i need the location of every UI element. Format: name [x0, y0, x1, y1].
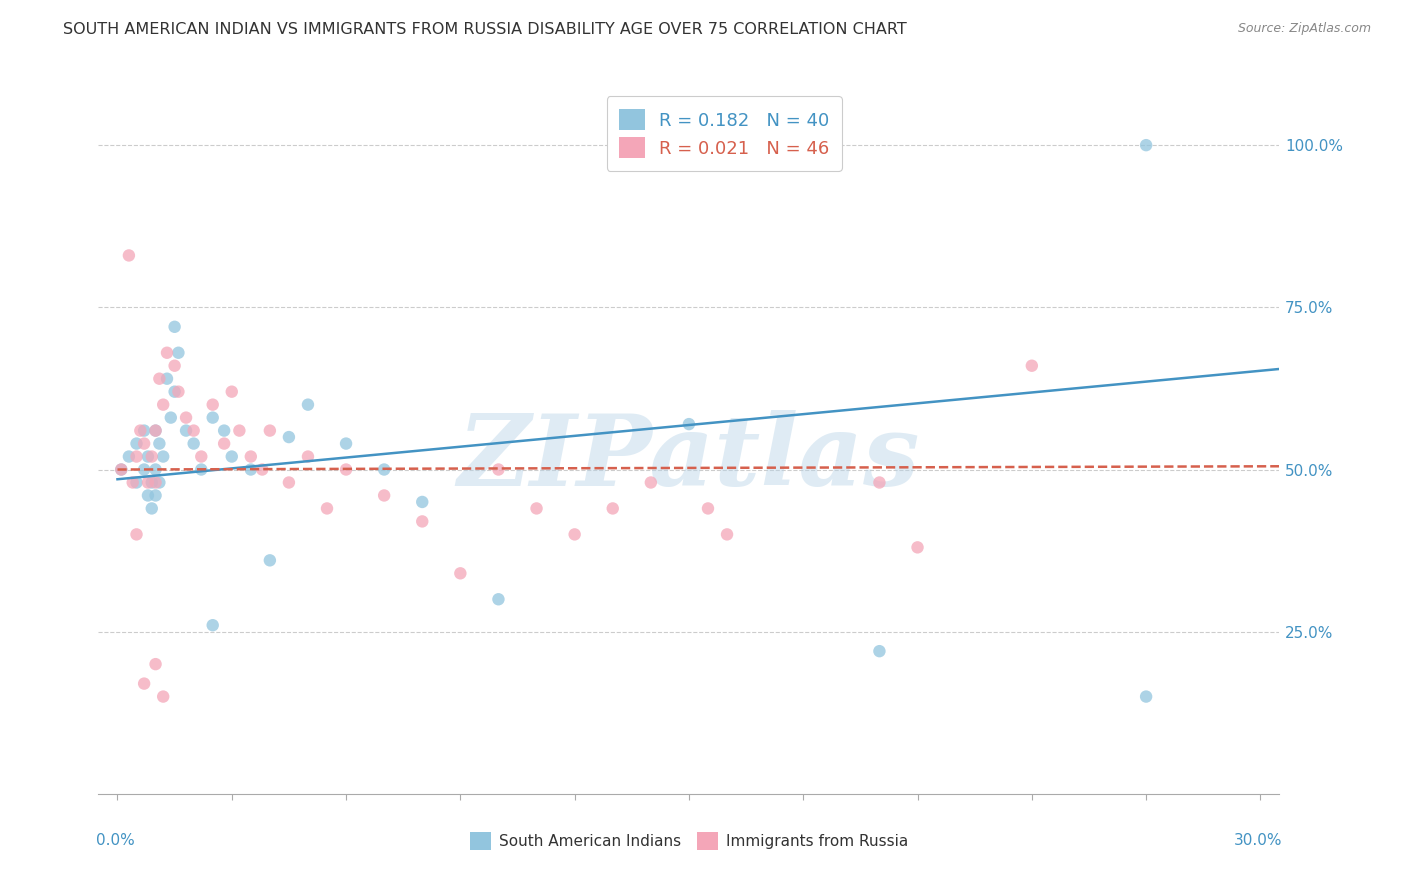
Point	[488, 592, 510, 607]
Point	[190, 450, 212, 464]
Point	[239, 450, 262, 464]
Point	[1135, 138, 1157, 153]
Point	[167, 384, 190, 399]
Point	[145, 424, 167, 438]
Point	[316, 501, 339, 516]
Point	[156, 345, 179, 359]
Point	[145, 657, 167, 672]
Point	[163, 319, 186, 334]
Point	[868, 475, 890, 490]
Point	[411, 515, 433, 529]
Point	[907, 541, 929, 555]
Point	[141, 475, 163, 490]
Point	[174, 424, 197, 438]
Point	[125, 527, 148, 541]
Point	[167, 345, 190, 359]
Point	[152, 690, 174, 704]
Legend: South American Indians, Immigrants from Russia: South American Indians, Immigrants from …	[463, 825, 915, 857]
Text: SOUTH AMERICAN INDIAN VS IMMIGRANTS FROM RUSSIA DISABILITY AGE OVER 75 CORRELATI: SOUTH AMERICAN INDIAN VS IMMIGRANTS FROM…	[63, 22, 907, 37]
Point	[148, 475, 170, 490]
Point	[252, 462, 274, 476]
Point	[1135, 690, 1157, 704]
Point	[145, 488, 167, 502]
Point	[564, 527, 586, 541]
Point	[134, 424, 156, 438]
Point	[152, 450, 174, 464]
Point	[134, 436, 156, 450]
Point	[297, 450, 319, 464]
Point	[259, 424, 281, 438]
Point	[449, 566, 471, 581]
Point	[335, 462, 357, 476]
Point	[335, 436, 357, 450]
Point	[148, 372, 170, 386]
Text: Source: ZipAtlas.com: Source: ZipAtlas.com	[1237, 22, 1371, 36]
Point	[110, 462, 132, 476]
Point	[228, 424, 250, 438]
Point	[239, 462, 262, 476]
Point	[212, 424, 235, 438]
Point	[201, 398, 224, 412]
Point	[152, 398, 174, 412]
Point	[125, 436, 148, 450]
Point	[221, 384, 243, 399]
Text: 0.0%: 0.0%	[96, 833, 135, 848]
Point	[277, 430, 299, 444]
Text: ZIPatlas: ZIPatlas	[458, 410, 920, 507]
Point	[141, 450, 163, 464]
Point	[156, 372, 179, 386]
Point	[488, 462, 510, 476]
Point	[110, 462, 132, 476]
Point	[212, 436, 235, 450]
Point	[373, 462, 395, 476]
Point	[125, 450, 148, 464]
Point	[159, 410, 181, 425]
Point	[277, 475, 299, 490]
Point	[136, 450, 159, 464]
Point	[201, 410, 224, 425]
Point	[411, 495, 433, 509]
Point	[134, 676, 156, 690]
Point	[148, 436, 170, 450]
Text: 30.0%: 30.0%	[1233, 833, 1282, 848]
Point	[190, 462, 212, 476]
Point	[174, 410, 197, 425]
Point	[602, 501, 624, 516]
Point	[221, 450, 243, 464]
Point	[201, 618, 224, 632]
Point	[136, 488, 159, 502]
Point	[526, 501, 548, 516]
Point	[1021, 359, 1043, 373]
Point	[145, 462, 167, 476]
Point	[141, 501, 163, 516]
Point	[145, 424, 167, 438]
Point	[125, 475, 148, 490]
Point	[118, 450, 141, 464]
Point	[134, 462, 156, 476]
Point	[716, 527, 738, 541]
Point	[259, 553, 281, 567]
Point	[145, 475, 167, 490]
Point	[183, 424, 205, 438]
Point	[136, 475, 159, 490]
Point	[868, 644, 890, 658]
Point	[163, 359, 186, 373]
Point	[678, 417, 700, 431]
Point	[121, 475, 143, 490]
Point	[373, 488, 395, 502]
Point	[129, 424, 152, 438]
Point	[297, 398, 319, 412]
Point	[118, 248, 141, 262]
Point	[640, 475, 662, 490]
Point	[163, 384, 186, 399]
Point	[697, 501, 720, 516]
Point	[183, 436, 205, 450]
